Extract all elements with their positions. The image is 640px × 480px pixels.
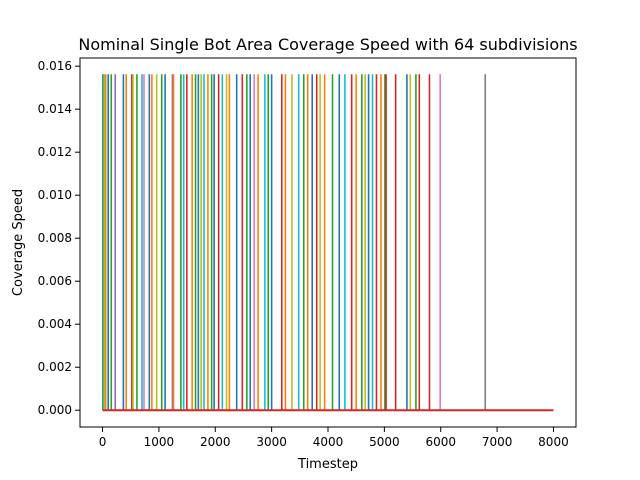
x-axis-label: Timestep	[297, 457, 358, 472]
y-tick-label: 0.014	[38, 102, 72, 116]
chart-title: Nominal Single Bot Area Coverage Speed w…	[78, 35, 577, 54]
y-tick-label: 0.016	[38, 59, 72, 73]
y-tick-label: 0.004	[38, 317, 72, 331]
y-tick-label: 0.000	[38, 403, 72, 417]
y-tick-label: 0.010	[38, 188, 72, 202]
y-tick-label: 0.006	[38, 274, 72, 288]
plot-area	[102, 74, 554, 412]
y-tick-label: 0.002	[38, 360, 72, 374]
x-tick-label: 6000	[425, 435, 456, 449]
x-tick-label: 3000	[256, 435, 287, 449]
spikes-layer	[102, 74, 487, 411]
x-tick-label: 0	[99, 435, 107, 449]
x-tick-label: 2000	[200, 435, 231, 449]
x-tick-label: 7000	[482, 435, 513, 449]
y-tick-label: 0.012	[38, 145, 72, 159]
x-tick-label: 1000	[144, 435, 175, 449]
x-tick-label: 4000	[313, 435, 344, 449]
x-tick-label: 5000	[369, 435, 400, 449]
y-tick-label: 0.008	[38, 231, 72, 245]
x-tick-label: 8000	[538, 435, 569, 449]
x-axis: 0 1000 2000 3000 4000 5000 6000 7000 8000	[99, 427, 569, 449]
y-axis: 0.000 0.002 0.004 0.006 0.008 0.010 0.012 0.014…	[38, 59, 80, 417]
y-axis-label: Coverage Speed	[11, 189, 26, 296]
